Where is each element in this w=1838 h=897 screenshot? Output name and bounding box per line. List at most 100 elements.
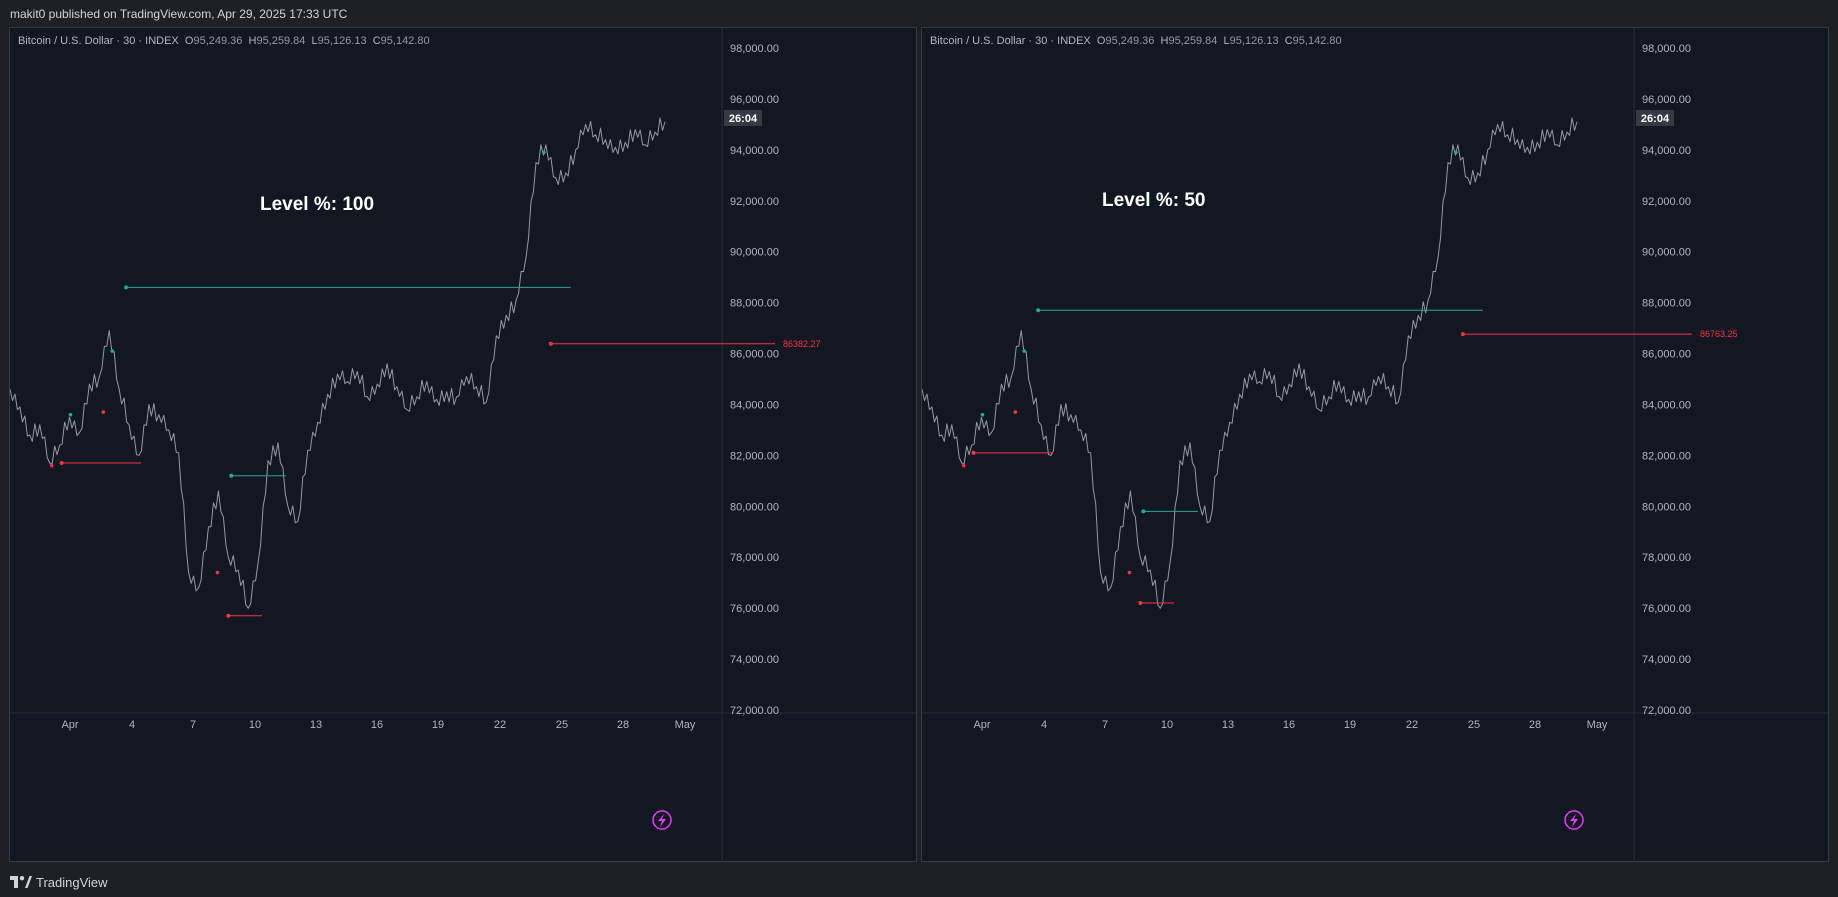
symbol-legend: Bitcoin / U.S. Dollar · 30 · INDEX O95,2… [930,35,1342,47]
y-tick-label: 78,000.00 [730,552,779,564]
price-series-line [922,117,1578,609]
y-tick-label: 96,000.00 [1642,94,1691,106]
chart-svg-left[interactable]: 98,000.00 96,000.00 94,000.00 92,000.00 90,0… [10,28,917,862]
ohlc-high: 95,259.84 [256,35,306,47]
resistance-pivot-marker [110,349,115,353]
chart-svg-right[interactable]: 98,000.00 96,000.00 94,000.00 92,000.00 90,0… [922,28,1829,862]
support-level-marker [971,450,976,455]
support-pivot-marker [1127,570,1132,575]
x-tick-label: May [675,719,696,731]
y-tick-label: 94,000.00 [1642,145,1691,157]
ohlc-high: 95,259.84 [1168,35,1218,47]
level-value-label: 86382.27 [783,339,821,349]
publish-header: makit0 published on TradingView.com, Apr… [0,0,1838,26]
support-pivot-marker [215,570,220,575]
y-tick-label: 90,000.00 [730,247,779,259]
x-tick-label: 4 [1041,719,1047,731]
lightning-icon[interactable] [1564,810,1584,830]
level-annotation: Level %: 50 [1102,190,1206,211]
ohlc-low: 95,126.13 [317,35,367,47]
chart-pane-right[interactable]: 98,000.00 96,000.00 94,000.00 92,000.00 90,0… [921,27,1829,862]
x-tick-label: 16 [371,719,383,731]
lightning-icon-ring [1564,810,1584,830]
x-tick-label: 7 [1102,719,1108,731]
y-tick-label: 88,000.00 [730,298,779,310]
symbol-name: Bitcoin / U.S. Dollar · 30 · INDEX [18,35,179,47]
footer-bar: TradingView [0,867,1838,897]
resistance-level-marker [1036,308,1041,313]
y-tick-label: 84,000.00 [730,399,779,411]
x-tick-label: 19 [1344,719,1356,731]
lightning-icon-bolt [1570,814,1578,827]
countdown-label: 26:04 [729,113,758,125]
y-tick-label: 90,000.00 [1642,247,1691,259]
x-tick-label: 10 [1161,719,1173,731]
x-tick-label: May [1587,719,1608,731]
resistance-level-marker [1141,509,1146,514]
x-tick-label: 25 [556,719,568,731]
x-tick-label: 7 [190,719,196,731]
x-tick-label: 25 [1468,719,1480,731]
level-annotation: Level %: 100 [260,194,375,215]
resistance-pivot-marker [1022,349,1027,353]
tradingview-logo[interactable]: TradingView [10,874,108,890]
support-level-marker [1460,332,1465,337]
publish-line: makit0 published on TradingView.com, Apr… [10,7,348,21]
y-tick-label: 78,000.00 [1642,552,1691,564]
x-tick-label: 22 [494,719,506,731]
support-level-marker [226,613,231,618]
price-series-line [10,117,666,609]
resistance-pivot-marker [1454,150,1458,155]
y-tick-label: 80,000.00 [1642,501,1691,513]
countdown-badge [1636,110,1674,127]
y-tick-label: 98,000.00 [730,43,779,55]
brand-name: TradingView [36,874,108,890]
lightning-icon-bolt [658,814,666,827]
support-level-marker [548,341,553,346]
support-level-marker [59,461,64,466]
y-tick-label: 96,000.00 [730,94,779,106]
ohlc-open: 95,249.36 [1105,35,1155,47]
x-tick-label: Apr [61,719,78,731]
support-pivot-marker [1013,410,1018,414]
y-tick-label: 76,000.00 [1642,603,1691,615]
x-tick-label: 28 [617,719,629,731]
chart-pane-left[interactable]: 98,000.00 96,000.00 94,000.00 92,000.00 90,0… [9,27,917,862]
x-tick-label: 4 [129,719,135,731]
level-value-label: 86763.25 [1700,329,1738,339]
x-tick-label: 10 [249,719,261,731]
lightning-icon[interactable] [652,810,672,830]
countdown-label: 26:04 [1641,113,1670,125]
y-tick-label: 82,000.00 [1642,450,1691,462]
resistance-level-marker [124,285,129,290]
x-tick-label: 28 [1529,719,1541,731]
y-tick-label: 88,000.00 [1642,298,1691,310]
ohlc-close: 95,142.80 [1292,35,1342,47]
resistance-pivot-marker [542,150,546,155]
x-tick-label: 16 [1283,719,1295,731]
support-pivot-marker [961,463,966,468]
y-tick-label: 98,000.00 [1642,43,1691,55]
x-tick-label: 22 [1406,719,1418,731]
y-tick-label: 94,000.00 [730,145,779,157]
x-tick-label: 13 [1222,719,1234,731]
support-level-marker [1138,601,1143,606]
resistance-level-marker [229,473,234,478]
symbol-name: Bitcoin / U.S. Dollar · 30 · INDEX [930,35,1091,47]
y-tick-label: 82,000.00 [730,450,779,462]
y-tick-label: 86,000.00 [730,349,779,361]
ohlc-low: 95,126.13 [1229,35,1279,47]
support-pivot-marker [49,463,54,468]
resistance-pivot-marker [68,412,73,417]
countdown-badge [724,110,762,127]
y-tick-label: 72,000.00 [730,705,779,717]
y-tick-label: 84,000.00 [1642,399,1691,411]
y-tick-label: 72,000.00 [1642,705,1691,717]
y-tick-label: 74,000.00 [730,654,779,666]
y-tick-label: 76,000.00 [730,603,779,615]
y-tick-label: 92,000.00 [730,196,779,208]
resistance-pivot-marker [980,412,985,417]
x-tick-label: 13 [310,719,322,731]
y-tick-label: 80,000.00 [730,501,779,513]
x-tick-label: 19 [432,719,444,731]
